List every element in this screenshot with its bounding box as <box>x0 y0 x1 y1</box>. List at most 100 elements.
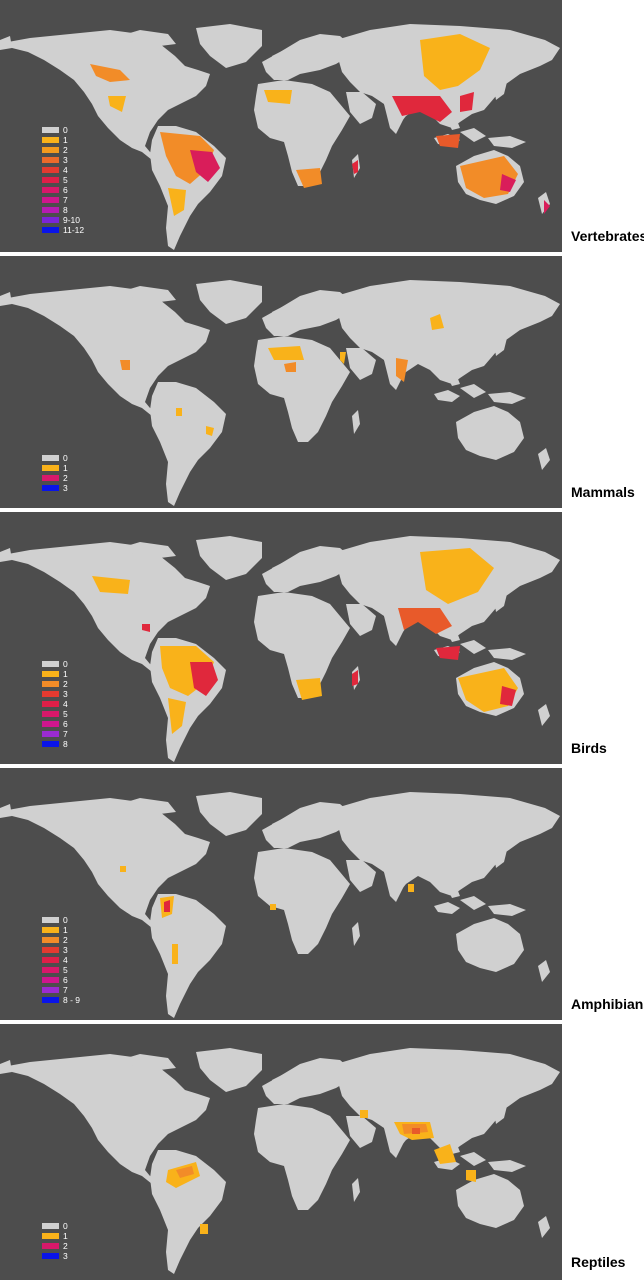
legend-item: 2 <box>42 679 68 689</box>
landmass <box>538 704 550 726</box>
legend-label: 8 <box>63 205 68 215</box>
landmass <box>346 1116 376 1148</box>
legend-item: 1 <box>42 669 68 679</box>
richness-region <box>264 90 292 104</box>
richness-region <box>90 64 130 82</box>
panel-title: Birds <box>571 740 607 756</box>
landmass <box>0 548 12 562</box>
map-legend: 0 1 2 3 4 5 6 7 8 9-10 11-12 <box>42 125 84 235</box>
richness-region <box>92 576 130 594</box>
richness-region <box>190 150 220 182</box>
legend-item: 0 <box>42 1221 68 1231</box>
legend-swatch <box>42 187 59 193</box>
legend-item: 8 - 9 <box>42 995 80 1005</box>
landmass <box>196 280 262 324</box>
landmass <box>336 792 560 896</box>
world-map-graphic <box>0 1048 560 1274</box>
legend-swatch <box>42 661 59 667</box>
richness-region <box>120 866 126 872</box>
legend-item: 0 <box>42 659 68 669</box>
landmass <box>494 1090 508 1124</box>
landmass <box>254 1104 350 1210</box>
map-panel-vertebrates: 0 1 2 3 4 5 6 7 8 9-10 11-12 Vertebrates <box>0 0 644 252</box>
legend-label: 9-10 <box>63 215 81 225</box>
landmass <box>494 834 508 868</box>
richness-region <box>398 608 452 634</box>
legend-item: 3 <box>42 1251 68 1261</box>
legend-swatch <box>42 917 59 923</box>
legend-swatch <box>42 227 59 233</box>
richness-region <box>352 160 358 174</box>
legend-swatch <box>42 1233 59 1239</box>
landmass <box>384 872 404 902</box>
landmass <box>460 896 486 910</box>
legend-item: 4 <box>42 699 68 709</box>
legend-item: 3 <box>42 945 80 955</box>
landmass <box>460 384 486 398</box>
legend-item: 7 <box>42 985 80 995</box>
richness-region <box>340 352 346 364</box>
legend-item: 6 <box>42 719 68 729</box>
landmass <box>384 104 404 134</box>
landmass <box>538 1216 550 1238</box>
legend-item: 0 <box>42 915 80 925</box>
landmass <box>8 1054 210 1188</box>
landmass <box>272 818 284 834</box>
legend-item: 6 <box>42 975 80 985</box>
richness-region <box>412 1128 420 1134</box>
world-map <box>0 768 562 1020</box>
legend-item: 9-10 <box>42 215 84 225</box>
landmass <box>336 1048 560 1152</box>
landmass <box>384 1128 404 1158</box>
landmass <box>0 292 12 306</box>
landmass <box>120 30 176 46</box>
landmass <box>0 36 12 50</box>
richness-region <box>466 1170 476 1182</box>
world-map <box>0 256 562 508</box>
legend-item: 2 <box>42 935 80 945</box>
landmass <box>346 348 376 380</box>
landmass <box>272 306 284 322</box>
legend-swatch <box>42 671 59 677</box>
legend-label: 1 <box>63 925 68 935</box>
landmass <box>262 802 352 848</box>
richness-region <box>436 134 460 148</box>
landmass <box>352 922 360 946</box>
legend-swatch <box>42 691 59 697</box>
legend-item: 1 <box>42 135 84 145</box>
richness-region <box>352 670 358 686</box>
legend-item: 2 <box>42 145 84 155</box>
world-map-graphic <box>0 24 560 250</box>
legend-swatch <box>42 455 59 461</box>
landmass <box>150 382 226 506</box>
legend-swatch <box>42 167 59 173</box>
panel-title: Reptiles <box>571 1254 626 1270</box>
panel-title: Mammals <box>571 484 635 500</box>
legend-label: 3 <box>63 689 68 699</box>
legend-swatch <box>42 217 59 223</box>
legend-label: 3 <box>63 945 68 955</box>
landmass <box>272 50 284 66</box>
landmass <box>254 80 350 186</box>
landmass <box>0 804 12 818</box>
richness-region <box>420 548 494 604</box>
legend-swatch <box>42 1253 59 1259</box>
legend-item: 0 <box>42 125 84 135</box>
landmass <box>120 286 176 302</box>
landmass <box>456 406 524 460</box>
legend-swatch <box>42 731 59 737</box>
landmass <box>538 960 550 982</box>
legend-label: 7 <box>63 729 68 739</box>
legend-swatch <box>42 147 59 153</box>
richness-region <box>408 884 414 892</box>
legend-swatch <box>42 987 59 993</box>
legend-item: 6 <box>42 185 84 195</box>
legend-label: 4 <box>63 699 68 709</box>
richness-region <box>396 358 408 382</box>
landmass <box>488 136 526 148</box>
legend-swatch <box>42 1243 59 1249</box>
legend-item: 8 <box>42 205 84 215</box>
richness-region <box>142 624 150 632</box>
